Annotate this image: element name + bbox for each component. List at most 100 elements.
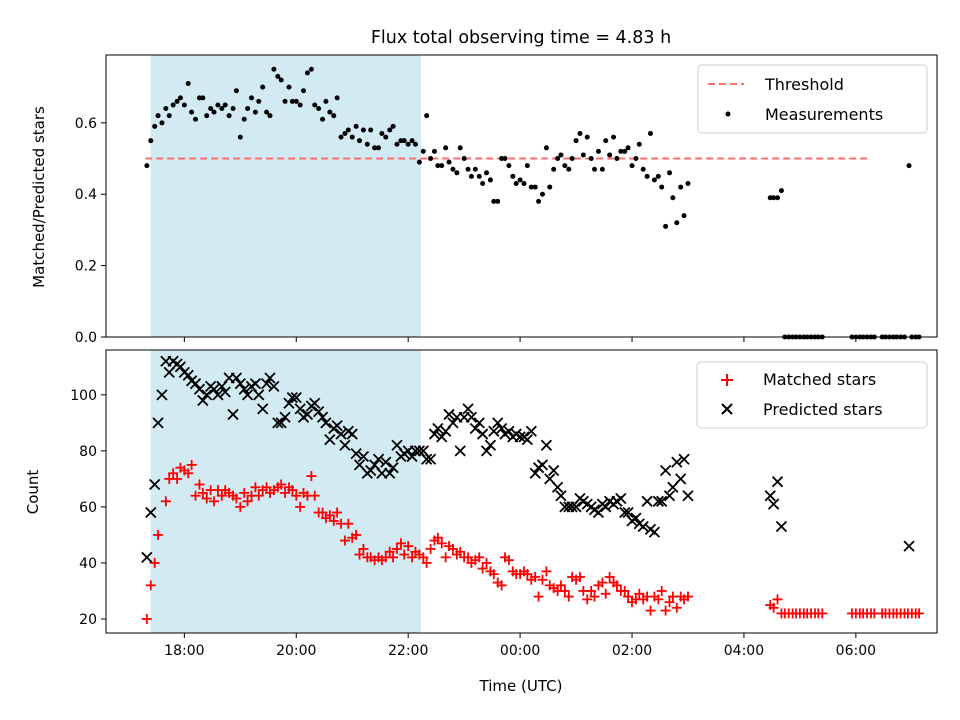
predicted-star-point [615, 492, 627, 505]
measurement-point [618, 148, 624, 154]
measurement-point [412, 141, 418, 147]
measurement-point [334, 95, 340, 101]
measurement-point [331, 113, 337, 119]
measurement-point [289, 98, 295, 104]
predicted-star-point [357, 450, 370, 463]
predicted-star-point [600, 501, 612, 513]
predicted-star-point [253, 389, 265, 401]
measurement-point [778, 188, 784, 194]
legend-matched-swatch [721, 374, 733, 386]
measurement-point [592, 166, 598, 172]
matched-star-point [201, 493, 212, 504]
predicted-star-point [421, 453, 433, 465]
predicted-star-point [447, 417, 459, 429]
matched-star-point [153, 529, 164, 540]
measurement-point [636, 141, 642, 147]
matched-star-point [168, 468, 179, 479]
matched-star-point [656, 585, 667, 596]
bottom-x-tick-label: 06:00 [836, 643, 876, 659]
matched-star-point [261, 482, 272, 493]
predicted-star-point [149, 478, 161, 491]
top-highlight-span [150, 55, 422, 337]
measurement-point [286, 84, 292, 90]
matched-star-point [291, 490, 302, 501]
measurement-point [428, 156, 434, 162]
measurement-point [663, 223, 669, 229]
measurement-point [304, 70, 310, 76]
measurement-point [282, 98, 288, 104]
measurement-point [312, 102, 318, 108]
predicted-star-point [492, 417, 504, 429]
matched-star-point [533, 591, 544, 602]
bottom-y-tick-label: 80 [79, 444, 97, 460]
top-legend: Threshold Measurements [697, 64, 928, 134]
measurement-point [222, 102, 228, 108]
measurement-point [510, 173, 516, 179]
matched-star-point [582, 594, 593, 605]
bottom-axes: 20 40 60 80 100 18:00 20:00 22:00 00:00 02:00 04:0… [70, 349, 938, 659]
measurement-point [484, 170, 490, 176]
measurement-point [390, 123, 396, 129]
predicted-star-point [272, 417, 284, 429]
matched-star-point [623, 591, 634, 602]
measurement-point [536, 198, 542, 204]
predicted-star-point [771, 476, 784, 488]
measurement-point [555, 156, 561, 162]
measurement-point [174, 98, 180, 104]
measurement-point [297, 102, 303, 108]
predicted-star-point [428, 428, 441, 440]
predicted-star-point [230, 372, 243, 384]
predicted-star-point [454, 445, 466, 457]
measurement-point [595, 148, 601, 154]
measurement-point [603, 138, 609, 144]
matched-star-point [399, 549, 410, 560]
matched-star-point [645, 605, 656, 616]
measurement-point [625, 145, 631, 151]
measurement-point [409, 138, 415, 144]
measurement-point [308, 66, 314, 72]
measurement-point [674, 220, 680, 226]
predicted-star-point [189, 377, 202, 390]
measurement-point [189, 109, 195, 115]
predicted-star-point [275, 417, 287, 429]
predicted-star-point [257, 403, 269, 415]
predicted-star-point [387, 462, 399, 474]
predicted-star-point [767, 498, 780, 510]
predicted-star-point [380, 456, 392, 468]
measurement-point [524, 163, 530, 169]
predicted-star-point [316, 411, 329, 423]
measurement-point [264, 109, 270, 115]
predicted-star-point [503, 425, 515, 437]
measurement-point [573, 138, 579, 144]
predicted-star-point [476, 428, 489, 440]
bottom-y-axis-label: Count [24, 470, 42, 515]
matched-star-point [194, 479, 205, 490]
bottom-frame [105, 349, 938, 634]
measurement-point [163, 106, 169, 112]
measurement-points [144, 66, 922, 340]
measurement-point [360, 127, 366, 133]
predicted-star-point [384, 467, 396, 479]
predicted-star-point [346, 428, 358, 440]
legend-threshold-label: Threshold [764, 75, 844, 94]
measurement-point [342, 131, 348, 137]
predicted-star-point [570, 501, 582, 513]
measurement-point [543, 145, 549, 151]
measurement-point [629, 163, 635, 169]
predicted-star-point [473, 417, 485, 429]
predicted-star-point [365, 464, 377, 477]
measurement-point [450, 166, 456, 172]
measurement-point [152, 123, 158, 129]
predicted-star-point [212, 389, 224, 401]
predicted-star-point [320, 417, 332, 429]
measurement-point [316, 106, 322, 112]
predicted-star-point [641, 495, 653, 507]
measurement-point [226, 113, 232, 119]
measurement-point [502, 156, 508, 162]
matched-star-point [768, 602, 779, 613]
measurement-point [614, 156, 620, 162]
x-axis-label: Time (UTC) [479, 677, 563, 695]
measurement-point [185, 81, 191, 87]
matched-star-point [597, 577, 608, 588]
predicted-star-point [484, 439, 497, 451]
